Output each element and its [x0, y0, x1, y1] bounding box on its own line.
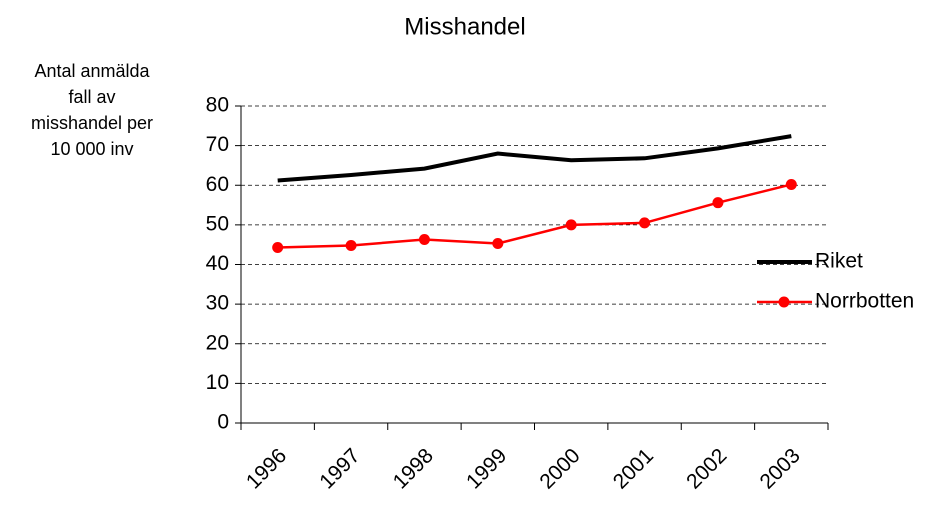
y-axis-label: fall av: [68, 87, 115, 107]
series-line: [277, 134, 792, 183]
y-tick-label: 20: [206, 331, 229, 354]
point-marker: [712, 197, 724, 209]
y-tick-label: 70: [206, 133, 229, 156]
y-tick-label: 50: [206, 212, 229, 235]
x-tick-label: 2002: [682, 444, 731, 493]
legend-label: Norrbotten: [815, 290, 914, 313]
x-tick-label: 1999: [462, 444, 511, 493]
series-line: [277, 183, 792, 249]
point-marker: [272, 241, 284, 253]
y-tick-label: 80: [206, 94, 229, 117]
y-tick-label: 40: [206, 252, 229, 275]
y-tick-label: 10: [206, 371, 229, 394]
x-tick-label: 1997: [315, 444, 364, 493]
chart-title: Misshandel: [404, 13, 525, 40]
x-tick-label: 2003: [755, 444, 804, 493]
x-tick-label: 2001: [609, 444, 658, 493]
y-tick-label: 30: [206, 292, 229, 315]
point-marker: [565, 219, 577, 231]
point-marker: [639, 217, 651, 229]
y-axis-label: Antal anmälda: [34, 61, 150, 81]
y-axis-label: misshandel per: [31, 113, 153, 133]
y-axis-label: 10 000 inv: [50, 139, 133, 159]
point-marker: [418, 234, 430, 246]
point-marker: [492, 237, 504, 249]
x-tick-label: 2000: [535, 444, 584, 493]
y-tick-label: 60: [206, 173, 229, 196]
point-marker: [345, 239, 357, 251]
y-tick-label: 0: [217, 411, 229, 434]
legend-marker: [778, 296, 790, 308]
point-marker: [785, 178, 797, 190]
x-tick-label: 1996: [242, 444, 291, 493]
x-tick-label: 1998: [389, 444, 438, 493]
legend-label: Riket: [815, 250, 863, 273]
